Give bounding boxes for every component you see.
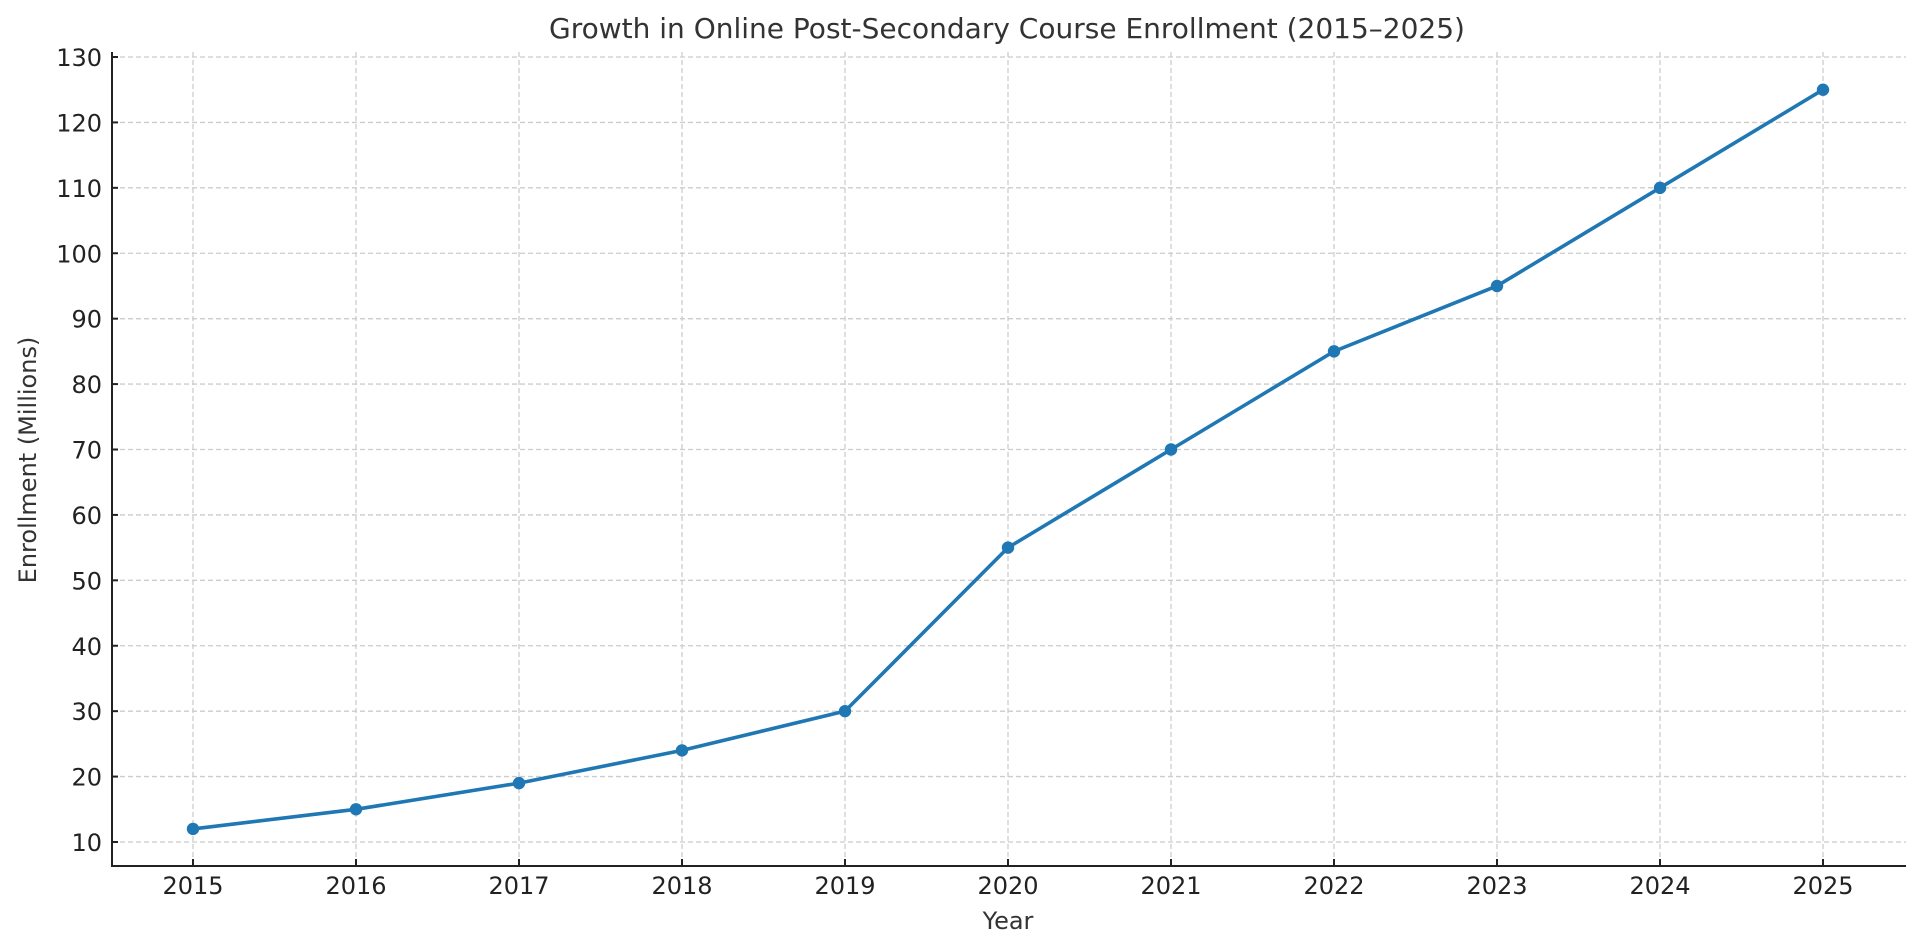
data-point-marker: [1001, 541, 1015, 554]
x-axis-ticks: 2015 2016 2017 2018 2019 2020 2021 2022 2023 2024…: [162, 859, 1854, 900]
x-tick-label: 2015: [162, 872, 223, 900]
x-tick-label: 2020: [977, 872, 1038, 900]
x-tick-label: 2017: [488, 872, 549, 900]
chart-title: Growth in Online Post-Secondary Course E…: [549, 12, 1465, 45]
data-point-marker: [1164, 443, 1178, 456]
y-axis-label: Enrollment (Millions): [14, 337, 42, 584]
y-tick-label: 110: [56, 175, 102, 203]
x-tick-label: 2018: [651, 872, 712, 900]
data-point-marker: [186, 822, 200, 836]
y-tick-label: 130: [56, 44, 102, 72]
y-tick-label: 100: [56, 240, 102, 268]
y-tick-label: 40: [71, 633, 102, 661]
data-point-marker: [675, 744, 689, 757]
data-point-marker: [349, 803, 363, 816]
y-gridlines: [112, 56, 1906, 843]
y-tick-label: 20: [71, 764, 102, 792]
x-tick-label: 2024: [1629, 872, 1690, 900]
x-tick-label: 2019: [814, 872, 875, 900]
data-point-marker: [1327, 345, 1341, 358]
y-tick-label: 80: [71, 371, 102, 399]
x-tick-label: 2023: [1466, 872, 1527, 900]
x-tick-label: 2022: [1303, 872, 1364, 900]
x-tick-label: 2025: [1792, 872, 1853, 900]
x-axis-label: Year: [982, 907, 1034, 935]
data-point-marker: [1490, 279, 1504, 293]
x-tick-label: 2016: [325, 872, 386, 900]
data-point-marker: [512, 776, 526, 790]
data-point-marker: [1653, 181, 1667, 195]
x-gridlines: [192, 52, 1824, 866]
y-tick-label: 30: [71, 698, 102, 726]
y-tick-label: 60: [71, 502, 102, 530]
data-point-marker: [838, 704, 852, 718]
y-axis-ticks: 10 20 30 40 50 60 70 80 90 100 110 120 130: [56, 44, 118, 857]
y-tick-label: 50: [71, 567, 102, 595]
x-tick-label: 2021: [1140, 872, 1201, 900]
series-enrollment: [186, 83, 1830, 836]
y-tick-label: 120: [56, 109, 102, 137]
data-point-marker: [1816, 83, 1830, 96]
y-tick-label: 10: [71, 829, 102, 857]
y-tick-label: 70: [71, 437, 102, 465]
y-tick-label: 90: [71, 306, 102, 334]
